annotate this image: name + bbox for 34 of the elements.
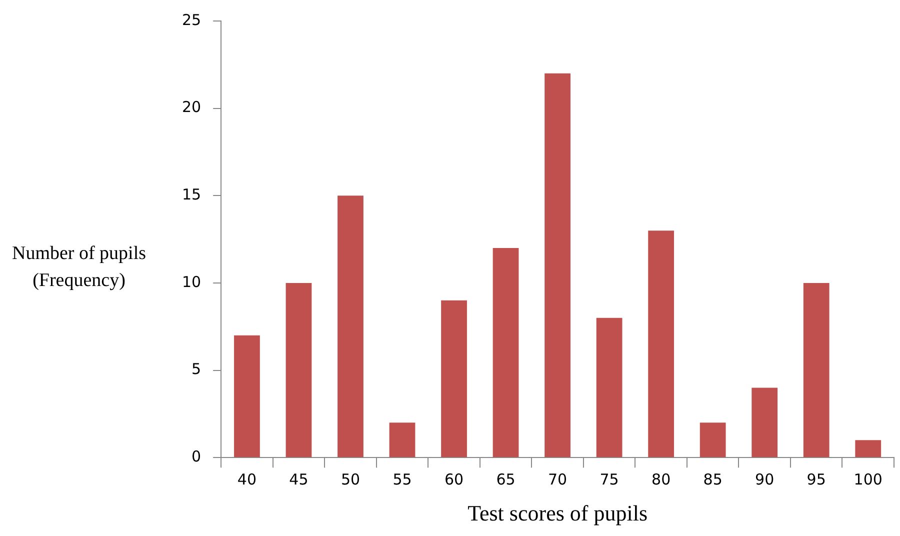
bar — [544, 73, 570, 458]
y-tick-label: 15 — [182, 186, 202, 204]
x-tick-label: 65 — [496, 470, 516, 488]
bar — [700, 422, 726, 458]
bar — [752, 388, 778, 458]
x-tick-label: 100 — [854, 470, 882, 488]
x-tick-label: 55 — [392, 470, 412, 488]
bar — [492, 248, 519, 458]
x-axis-title: Test scores of pupils — [468, 500, 648, 526]
x-tick-label: 40 — [237, 470, 257, 488]
x-tick-label: 60 — [444, 470, 464, 488]
y-axis-title: Number of pupils (Frequency) — [10, 242, 148, 293]
bar — [803, 282, 830, 458]
bar — [855, 440, 882, 458]
x-tick-label: 75 — [600, 470, 619, 488]
y-tick-label: 0 — [192, 447, 202, 466]
y-tick-label: 25 — [182, 10, 202, 29]
x-tick-label: 95 — [806, 470, 826, 488]
bar — [441, 300, 467, 458]
x-tick-label: 70 — [548, 470, 568, 488]
y-tick-label: 5 — [192, 360, 202, 378]
bar — [389, 422, 416, 458]
y-tick-label: 20 — [182, 98, 202, 116]
bar — [286, 282, 312, 458]
x-tick-label: 80 — [652, 470, 671, 488]
bar — [338, 196, 364, 458]
x-tick-label: 50 — [340, 470, 360, 488]
bar — [648, 230, 674, 458]
x-tick-label: 90 — [755, 470, 774, 488]
y-tick-label: 10 — [182, 272, 202, 291]
x-tick-label: 45 — [289, 470, 308, 488]
bar — [596, 318, 622, 458]
bar — [234, 335, 260, 458]
x-tick-label: 85 — [703, 470, 722, 488]
